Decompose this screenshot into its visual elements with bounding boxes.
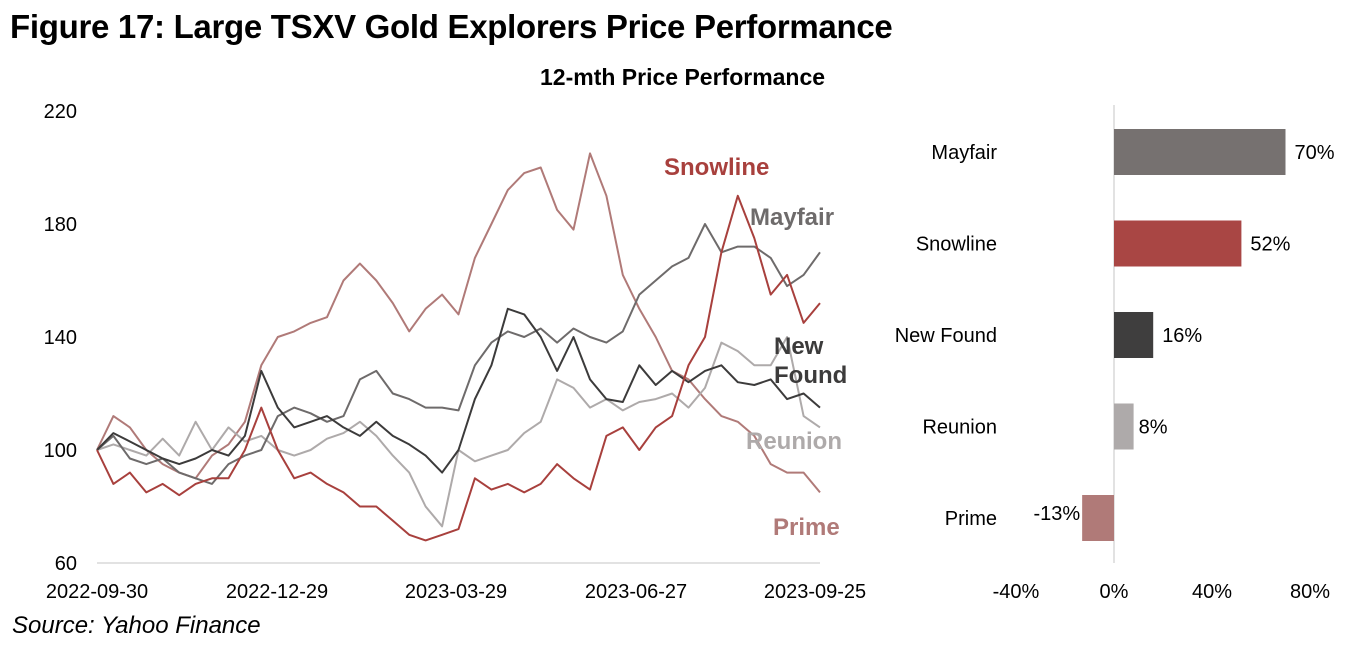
bar-snowline <box>1114 220 1242 267</box>
series-label-prime: Prime <box>773 514 840 541</box>
data-label-reunion: 8% <box>1139 417 1168 439</box>
series-line-snowline <box>96 194 821 542</box>
data-label-new-found: 16% <box>1162 325 1202 347</box>
x-tick-label-2022-09-30: 2022-09-30 <box>46 581 148 603</box>
series-label-new-found: New Found <box>774 333 847 389</box>
category-label-new-found: New Found <box>895 325 997 347</box>
y-tick-label-140: 140 <box>44 327 77 349</box>
bar-prime <box>1082 495 1114 541</box>
series-label-line: Snowline <box>664 154 769 181</box>
series-label-line: Mayfair <box>750 204 834 231</box>
series-line-mayfair <box>96 223 821 485</box>
data-label-prime: -13% <box>1033 503 1080 525</box>
bar-mayfair <box>1114 129 1286 175</box>
chart-subtitle: 12-mth Price Performance <box>540 64 826 90</box>
bar-x-tick-label-0-: 0% <box>1100 581 1129 603</box>
x-tick-label-2022-12-29: 2022-12-29 <box>226 581 328 603</box>
series-label-line: New <box>774 333 824 360</box>
series-label-line: Found <box>774 362 847 389</box>
series-line-prime <box>96 152 821 494</box>
figure-title: Figure 17: Large TSXV Gold Explorers Pri… <box>10 8 893 45</box>
category-label-snowline: Snowline <box>916 234 997 256</box>
bar-new-found <box>1114 312 1154 358</box>
category-label-reunion: Reunion <box>922 417 997 439</box>
x-tick-label-2023-06-27: 2023-06-27 <box>585 581 687 603</box>
y-tick-label-180: 180 <box>44 214 77 236</box>
series-label-line: Reunion <box>746 428 842 455</box>
bar-x-tick-label-80-: 80% <box>1290 581 1330 603</box>
bar-x-tick-label-40-: 40% <box>1192 581 1232 603</box>
data-label-snowline: 52% <box>1250 234 1290 256</box>
series-label-snowline: Snowline <box>664 154 769 181</box>
x-tick-label-2023-09-25: 2023-09-25 <box>764 581 866 603</box>
series-label-line: Prime <box>773 514 840 541</box>
x-tick-label-2023-03-29: 2023-03-29 <box>405 581 507 603</box>
bar-x-tick-label--40-: -40% <box>993 581 1040 603</box>
series-line-new-found <box>96 307 821 474</box>
data-label-mayfair: 70% <box>1295 142 1335 164</box>
y-tick-label-60: 60 <box>55 553 77 575</box>
source-note: Source: Yahoo Finance <box>12 612 261 639</box>
y-tick-label-100: 100 <box>44 440 77 462</box>
y-tick-label-220: 220 <box>44 101 77 123</box>
category-label-mayfair: Mayfair <box>931 142 997 164</box>
series-label-mayfair: Mayfair <box>750 204 834 231</box>
category-label-prime: Prime <box>945 508 997 530</box>
series-line-reunion <box>96 336 821 528</box>
bar-reunion <box>1114 403 1134 450</box>
series-label-reunion: Reunion <box>746 428 842 455</box>
